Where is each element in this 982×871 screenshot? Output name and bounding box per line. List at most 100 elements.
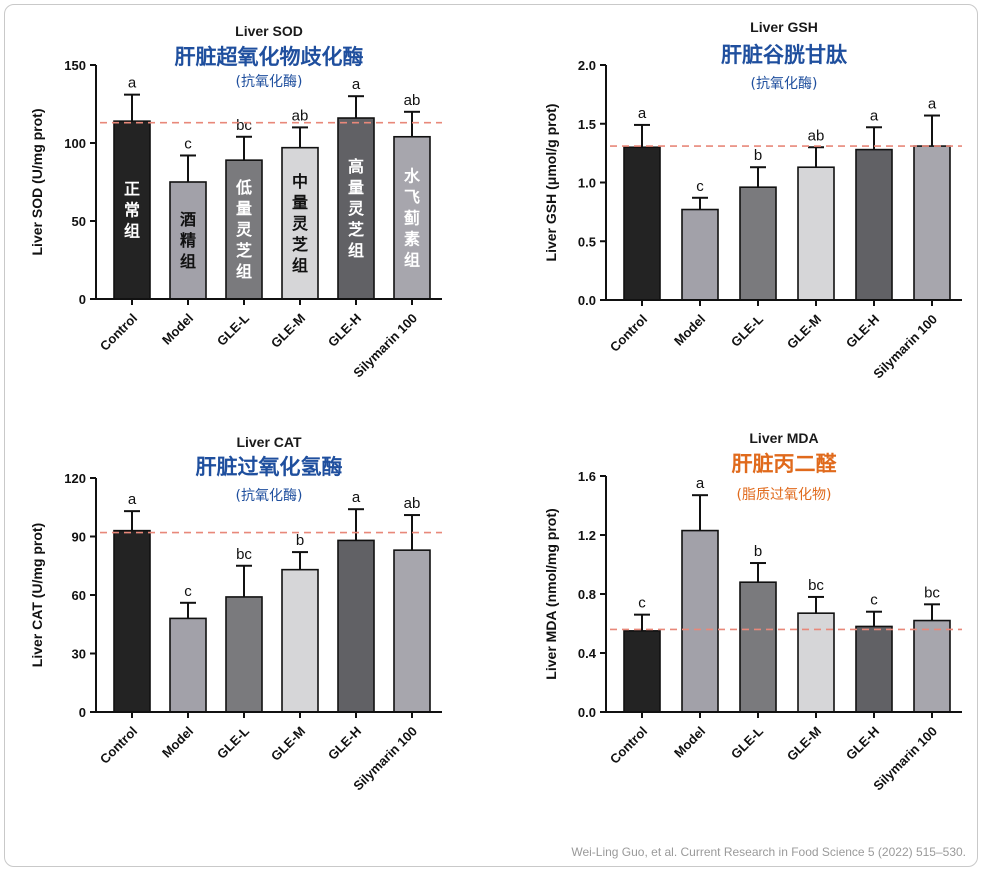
significance-label: c	[696, 178, 704, 195]
bar-label-cn: 量	[292, 193, 308, 212]
bar-label-cn: 组	[180, 252, 196, 271]
significance-label: a	[128, 75, 137, 92]
chart-subtitle-cn: (抗氧化酶)	[751, 76, 818, 92]
bar-label-cn: 精	[180, 231, 196, 250]
significance-label: bc	[808, 577, 824, 594]
y-tick-label: 0.8	[578, 587, 596, 602]
bar-gle-h	[855, 625, 893, 713]
bar-silymarin-100	[913, 145, 951, 301]
bar-label-cn: 素	[404, 229, 420, 248]
bar-model	[169, 617, 207, 713]
bar-silymarin-100	[393, 549, 431, 713]
bar-control	[623, 146, 661, 301]
y-tick-label: 0	[79, 705, 86, 720]
significance-label: ab	[404, 92, 421, 109]
x-tick-label: GLE-H	[843, 724, 882, 763]
y-tick-label: 0	[79, 292, 86, 307]
x-tick-label: GLE-M	[784, 312, 824, 352]
bar-label-cn: 正	[124, 180, 140, 199]
bar-gle-m	[797, 612, 835, 713]
y-tick-label: 90	[72, 530, 86, 545]
x-tick-label: Model	[671, 312, 708, 349]
y-tick-label: 1.6	[578, 469, 596, 484]
bar-gle-h	[855, 148, 893, 301]
bar-model	[169, 181, 207, 300]
bar-label-cn: 组	[292, 256, 308, 275]
bar-silymarin-100	[913, 619, 951, 713]
x-tick-label: Control	[97, 311, 140, 354]
significance-label: a	[696, 475, 705, 492]
significance-label: c	[184, 583, 192, 600]
chart-title: Liver SOD	[235, 23, 303, 39]
significance-label: c	[184, 135, 192, 152]
bar-gle-l	[225, 159, 263, 300]
y-tick-label: 2.0	[578, 58, 596, 73]
significance-label: a	[352, 76, 361, 93]
x-tick-label: Control	[607, 312, 650, 355]
bar-gle-l	[739, 581, 777, 713]
chart-panel-liver-gsh: Liver GSH 肝脏谷胱甘肽 (抗氧化酶) a c b ab a a 0.0 0.5 1.0 1.5…	[543, 19, 962, 381]
y-axis-label: Liver CAT (U/mg prot)	[29, 523, 45, 667]
bar-label-cn: 组	[236, 262, 252, 281]
x-tick-label: Control	[607, 724, 650, 767]
bar-label-cn: 芝	[292, 235, 308, 254]
significance-label: b	[754, 543, 762, 560]
chart-title: Liver MDA	[749, 430, 818, 446]
chart-title-cn: 肝脏丙二醛	[732, 452, 838, 476]
bar-label-cn: 灵	[348, 199, 365, 218]
y-axis-label: Liver MDA (nmol/mg prot)	[543, 508, 559, 679]
y-axis-label: Liver SOD (U/mg prot)	[29, 108, 45, 255]
significance-label: a	[638, 105, 647, 122]
chart-panel-liver-mda: Liver MDA 肝脏丙二醛 (脂质过氧化物) c a b bc c bc 0.0 0.4 0.8 1…	[543, 430, 962, 793]
bar-gle-m	[797, 166, 835, 301]
chart-title-cn: 肝脏过氧化氢酶	[196, 455, 343, 479]
significance-label: ab	[808, 127, 825, 144]
chart-title-cn: 肝脏谷胱甘肽	[721, 43, 848, 67]
chart-subtitle-cn: (抗氧化酶)	[236, 74, 303, 90]
significance-label: ab	[404, 495, 421, 512]
y-tick-label: 0.4	[578, 646, 597, 661]
y-tick-label: 1.2	[578, 528, 596, 543]
x-tick-label: Control	[97, 724, 140, 767]
y-tick-label: 120	[64, 471, 86, 486]
x-tick-label: GLE-M	[784, 724, 824, 764]
significance-label: a	[928, 96, 937, 113]
y-tick-label: 1.5	[578, 117, 596, 132]
x-tick-label: GLE-M	[268, 311, 308, 351]
x-tick-label: GLE-L	[728, 311, 766, 349]
bar-gle-l	[739, 186, 777, 301]
significance-label: c	[870, 592, 878, 609]
bar-label-cn: 组	[404, 250, 420, 269]
bar-label-cn: 灵	[292, 214, 309, 233]
chart-subtitle-cn: (抗氧化酶)	[236, 488, 303, 504]
significance-label: a	[870, 107, 879, 124]
chart-title: Liver CAT	[236, 434, 302, 450]
bar-label-cn: 飞	[404, 187, 420, 206]
citation-text: Wei-Ling Guo, et al. Current Research in…	[571, 845, 966, 859]
x-tick-label: GLE-H	[325, 724, 364, 763]
x-tick-label: GLE-H	[325, 311, 364, 350]
y-tick-label: 60	[72, 588, 86, 603]
bar-label-cn: 量	[348, 178, 364, 197]
significance-label: a	[352, 489, 361, 506]
bar-gle-h	[337, 539, 375, 713]
bar-model	[681, 208, 719, 301]
bar-model	[681, 529, 719, 713]
y-tick-label: 30	[72, 647, 86, 662]
bar-label-cn: 灵	[236, 220, 253, 239]
bar-label-cn: 组	[348, 241, 364, 260]
y-tick-label: 150	[64, 58, 86, 73]
significance-label: ab	[292, 107, 309, 124]
bar-control	[623, 630, 661, 713]
bar-label-cn: 酒	[180, 210, 196, 229]
significance-label: c	[638, 595, 646, 612]
x-tick-label: GLE-H	[843, 312, 882, 351]
y-tick-label: 0.0	[578, 705, 596, 720]
bar-label-cn: 中	[292, 172, 308, 191]
y-tick-label: 0.0	[578, 293, 596, 308]
chart-subtitle-cn: (脂质过氧化物)	[737, 487, 832, 503]
bar-gle-l	[225, 596, 263, 713]
x-tick-label: Model	[159, 311, 196, 348]
x-tick-label: GLE-L	[214, 310, 252, 348]
significance-label: bc	[236, 117, 252, 134]
